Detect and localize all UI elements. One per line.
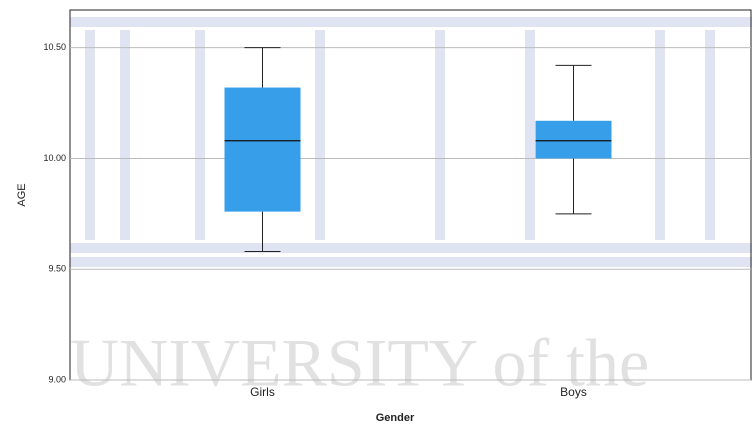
watermark: UNIVERSITY of the [70,325,649,401]
box [535,120,612,159]
y-tick-label: 10.00 [43,153,66,163]
watermark-building [70,17,752,267]
box [224,87,301,212]
y-tick-label: 9.00 [48,374,66,384]
y-tick-label: 10.50 [43,42,66,52]
y-axis-label: AGE [16,183,28,206]
x-axis-label: Gender [376,412,415,424]
x-tick-label: Boys [560,385,587,399]
x-tick-label: Girls [250,385,275,399]
y-tick-label: 9.50 [48,264,66,274]
